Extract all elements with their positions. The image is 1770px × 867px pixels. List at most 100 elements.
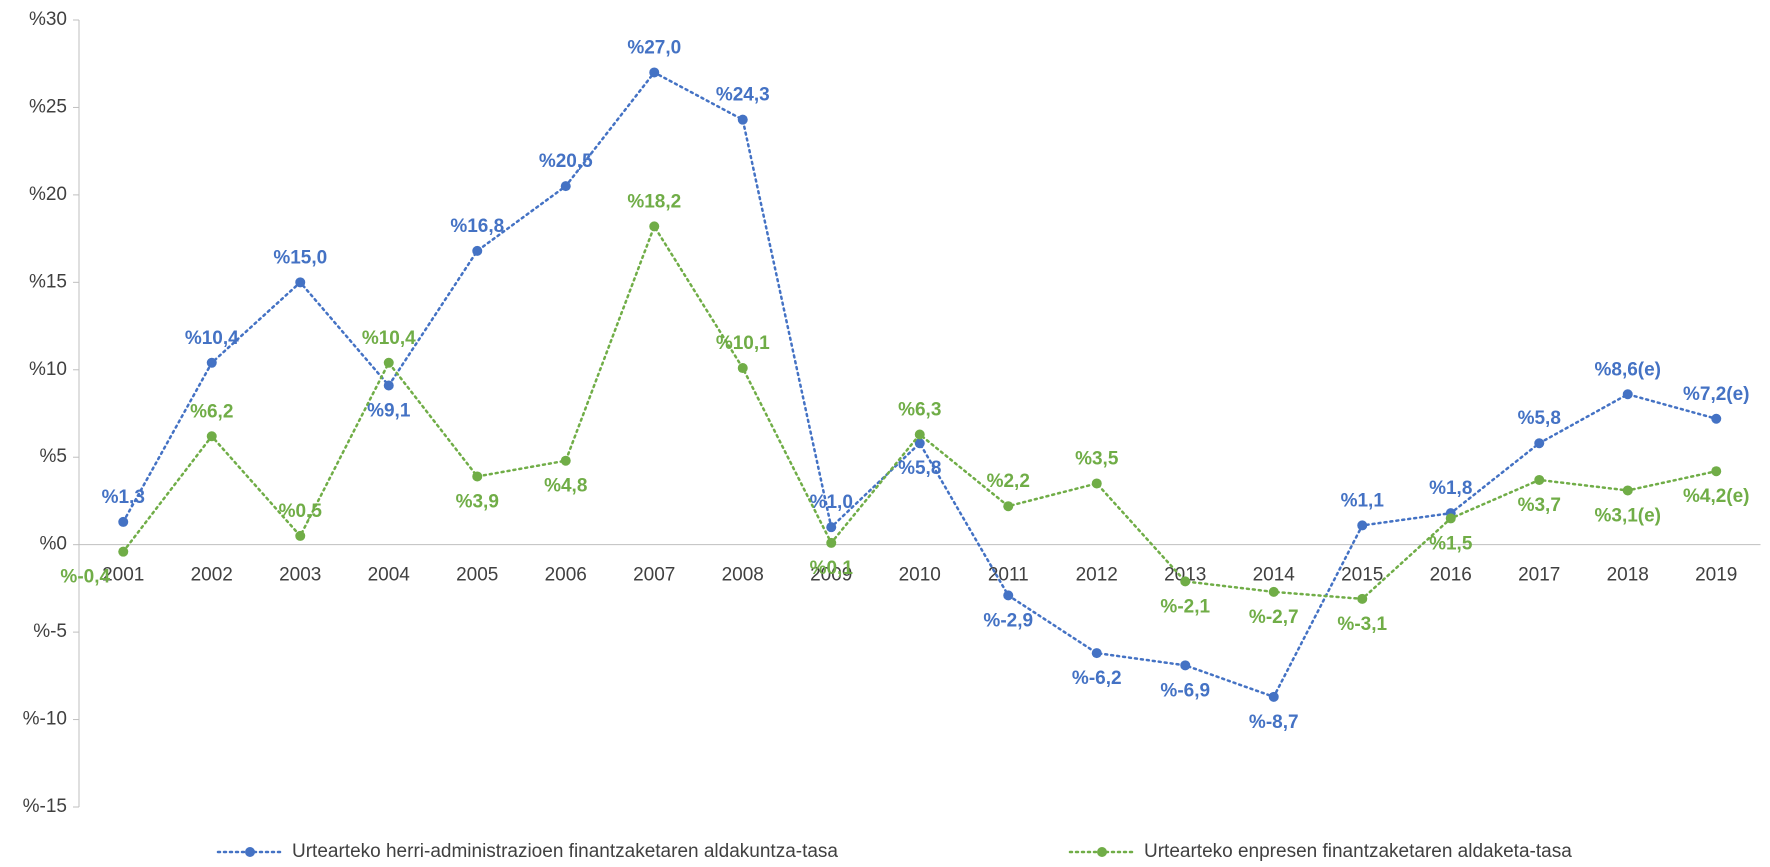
data-label: %3,7 — [1518, 495, 1561, 516]
data-label: %10,4 — [185, 328, 239, 349]
data-point — [1711, 413, 1722, 424]
data-label: %5,8 — [898, 458, 941, 479]
x-tick-label: 2004 — [368, 565, 411, 586]
x-tick-label: 2003 — [279, 565, 321, 586]
data-label: %20,5 — [539, 151, 593, 172]
data-label: %3,5 — [1075, 448, 1119, 469]
data-label: %3,9 — [456, 491, 499, 512]
data-label: %0,5 — [279, 501, 323, 522]
data-label: %-0,4 — [60, 567, 110, 588]
data-point — [383, 357, 394, 368]
data-point — [826, 522, 837, 533]
data-point — [914, 438, 925, 449]
data-point — [206, 431, 217, 442]
data-label: %15,0 — [273, 247, 327, 268]
x-tick-label: 2005 — [456, 565, 498, 586]
x-tick-label: 2002 — [191, 565, 233, 586]
data-label: %8,6(e) — [1594, 359, 1661, 380]
data-label: %1,5 — [1429, 533, 1473, 554]
data-point — [914, 429, 925, 440]
legend-label: Urtearteko enpresen finantzaketaren alda… — [1144, 841, 1572, 862]
data-point — [737, 363, 748, 374]
data-point — [649, 67, 660, 78]
data-point — [472, 245, 483, 256]
data-label: %0,1 — [810, 558, 854, 579]
data-label: %27,0 — [627, 37, 681, 58]
data-point — [1534, 474, 1545, 485]
data-label: %-8,7 — [1249, 712, 1299, 733]
data-point — [1711, 466, 1722, 477]
data-label: %7,2(e) — [1683, 384, 1750, 405]
data-label: %24,3 — [716, 85, 770, 106]
data-point — [1003, 590, 1014, 601]
x-tick-label: 2011 — [988, 565, 1029, 586]
data-point — [1268, 586, 1279, 597]
y-tick-label: %0 — [40, 534, 67, 555]
y-tick-label: %-10 — [23, 709, 67, 730]
data-label: %-6,9 — [1160, 680, 1210, 701]
y-tick-label: %25 — [29, 96, 67, 117]
x-tick-label: 2017 — [1518, 565, 1560, 586]
x-tick-label: 2019 — [1695, 565, 1737, 586]
x-tick-label: 2018 — [1607, 565, 1649, 586]
y-tick-label: %10 — [29, 359, 67, 380]
data-label: %1,1 — [1341, 490, 1385, 511]
data-point — [206, 357, 217, 368]
data-label: %18,2 — [627, 191, 681, 212]
data-label: %16,8 — [450, 216, 504, 237]
data-label: %-3,1 — [1337, 614, 1387, 635]
data-label: %6,3 — [898, 400, 941, 421]
data-point — [560, 181, 571, 192]
data-point — [1622, 485, 1633, 496]
data-point — [1091, 648, 1102, 659]
y-tick-label: %-15 — [23, 796, 67, 817]
y-tick-label: %-5 — [33, 621, 67, 642]
data-point — [1091, 478, 1102, 489]
data-point — [118, 516, 129, 527]
data-label: %1,0 — [810, 492, 853, 513]
legend-label: Urtearteko herri-administrazioen finantz… — [292, 841, 838, 862]
x-tick-label: 2010 — [899, 565, 941, 586]
series-line — [122, 70, 1718, 699]
data-point — [295, 530, 306, 541]
data-point — [1357, 520, 1368, 531]
x-tick-label: 2001 — [102, 565, 144, 586]
x-tick-label: 2016 — [1430, 565, 1472, 586]
data-point — [737, 114, 748, 125]
x-tick-label: 2008 — [722, 565, 764, 586]
data-label: %1,8 — [1429, 478, 1472, 499]
data-label: %4,2(e) — [1683, 486, 1750, 507]
data-label: %-2,7 — [1249, 607, 1299, 628]
y-tick-label: %20 — [29, 184, 67, 205]
data-point — [1268, 691, 1279, 702]
data-label: %9,1 — [367, 401, 411, 422]
data-label: %6,2 — [190, 401, 233, 422]
data-label: %5,8 — [1518, 408, 1561, 429]
data-label: %-2,1 — [1160, 596, 1210, 617]
data-point — [1622, 389, 1633, 400]
data-label: %10,1 — [716, 333, 770, 354]
data-point — [472, 471, 483, 482]
data-label: %4,8 — [544, 476, 587, 497]
x-tick-label: 2007 — [633, 565, 675, 586]
data-label: %1,3 — [102, 487, 145, 508]
data-point — [383, 380, 394, 391]
x-tick-label: 2014 — [1253, 565, 1296, 586]
y-tick-label: %30 — [29, 9, 67, 30]
data-label: %3,1(e) — [1594, 505, 1661, 526]
data-label: %-2,9 — [983, 610, 1033, 631]
legend-marker — [245, 847, 255, 857]
data-label: %10,4 — [362, 328, 416, 349]
data-point — [1357, 593, 1368, 604]
data-point — [1445, 513, 1456, 524]
x-tick-label: 2012 — [1076, 565, 1118, 586]
data-label: %-6,2 — [1072, 668, 1122, 689]
data-point — [649, 221, 660, 232]
data-point — [560, 455, 571, 466]
data-point — [1534, 438, 1545, 449]
x-tick-label: 2009 — [810, 565, 852, 586]
data-point — [118, 546, 129, 557]
y-tick-label: %5 — [40, 446, 67, 467]
x-tick-label: 2015 — [1341, 565, 1383, 586]
